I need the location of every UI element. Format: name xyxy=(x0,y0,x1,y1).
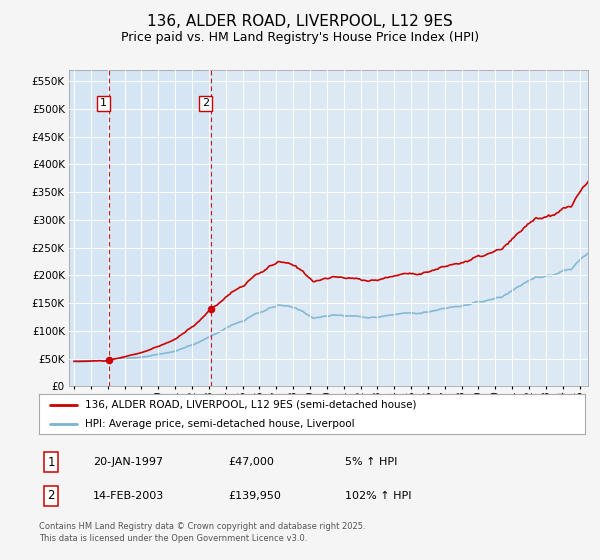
Text: This data is licensed under the Open Government Licence v3.0.: This data is licensed under the Open Gov… xyxy=(39,534,307,543)
Text: 14-FEB-2003: 14-FEB-2003 xyxy=(93,491,164,501)
Point xyxy=(206,304,215,313)
Text: 136, ALDER ROAD, LIVERPOOL, L12 9ES (semi-detached house): 136, ALDER ROAD, LIVERPOOL, L12 9ES (sem… xyxy=(85,400,417,410)
Point xyxy=(104,356,113,365)
Text: £47,000: £47,000 xyxy=(228,457,274,467)
Text: 20-JAN-1997: 20-JAN-1997 xyxy=(93,457,163,467)
Text: 2: 2 xyxy=(202,99,209,108)
Bar xyxy=(69,70,211,386)
Text: 5% ↑ HPI: 5% ↑ HPI xyxy=(345,457,397,467)
Text: 2: 2 xyxy=(47,489,55,502)
Text: 1: 1 xyxy=(47,455,55,469)
Text: 1: 1 xyxy=(100,99,107,108)
Text: Contains HM Land Registry data © Crown copyright and database right 2025.: Contains HM Land Registry data © Crown c… xyxy=(39,522,365,531)
Text: 136, ALDER ROAD, LIVERPOOL, L12 9ES: 136, ALDER ROAD, LIVERPOOL, L12 9ES xyxy=(147,14,453,29)
Text: £139,950: £139,950 xyxy=(228,491,281,501)
Text: 102% ↑ HPI: 102% ↑ HPI xyxy=(345,491,412,501)
Text: Price paid vs. HM Land Registry's House Price Index (HPI): Price paid vs. HM Land Registry's House … xyxy=(121,31,479,44)
Text: HPI: Average price, semi-detached house, Liverpool: HPI: Average price, semi-detached house,… xyxy=(85,419,355,429)
